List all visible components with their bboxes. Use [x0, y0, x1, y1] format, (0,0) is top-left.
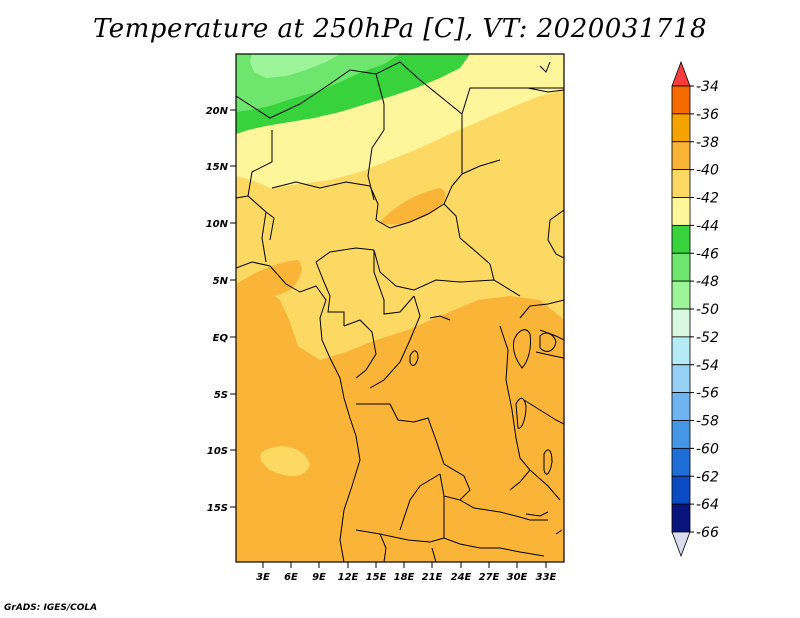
colorbar-swatch: [671, 169, 691, 198]
grads-credit: GrADS: IGES/COLA: [4, 603, 98, 613]
colorbar-label: -56: [696, 386, 719, 402]
field-minus-48: [250, 54, 340, 78]
lon-tick-label: 33E: [536, 572, 557, 583]
colorbar-swatch: [671, 197, 691, 226]
lon-tick-label: 3E: [256, 572, 270, 583]
colorbar-swatch: [671, 503, 691, 533]
latitude-axis: 20N 15N 10N 5N EQ 5S 10S 15S: [206, 106, 236, 514]
colorbar-label: -34: [696, 79, 719, 95]
lon-tick-label: 30E: [507, 572, 528, 583]
colorbar-label: -42: [696, 191, 719, 207]
colorbar-top-arrow: [671, 60, 691, 87]
colorbar-label: -40: [696, 163, 719, 179]
colorbar-label: -48: [696, 274, 719, 290]
colorbar-swatch: [671, 475, 691, 505]
colorbar-label: -60: [696, 441, 719, 457]
colorbar-label: -44: [696, 218, 719, 234]
field-minus-40-patch: [260, 446, 310, 477]
colorbar-swatch: [671, 308, 691, 338]
colorbar-swatch: [671, 336, 691, 366]
lon-tick-label: 15E: [366, 572, 387, 583]
field-minus-38-patch: [380, 188, 446, 225]
colorbar-label: -64: [696, 497, 719, 513]
colorbar-swatch: [671, 364, 691, 394]
colorbar-label: -46: [696, 246, 719, 262]
map-frame: [235, 53, 565, 563]
lat-tick-label: 5N: [213, 276, 229, 287]
map-title: Temperature at 250hPa [C], VT: 202003171…: [92, 14, 708, 44]
colorbar-label: -62: [696, 469, 719, 485]
lat-tick-label: EQ: [213, 333, 229, 344]
colorbar-swatch: [671, 392, 691, 421]
colorbar: -34 -36 -38 -40 -42 -44 -46 -48 -50 -52 -54 -56 -58 -…: [671, 60, 719, 558]
lat-tick-label: 15S: [207, 503, 228, 514]
lon-tick-label: 24E: [451, 572, 472, 583]
colorbar-swatch: [671, 447, 691, 477]
colorbar-label: -38: [696, 135, 719, 151]
lon-tick-label: 21E: [422, 572, 443, 583]
lat-tick-label: 20N: [206, 106, 229, 117]
lat-tick-label: 10N: [206, 219, 229, 230]
lon-tick-label: 18E: [394, 572, 415, 583]
lon-tick-label: 12E: [338, 572, 359, 583]
lat-tick-label: 15N: [206, 162, 229, 173]
colorbar-swatch: [671, 420, 691, 449]
colorbar-bottom-arrow: [671, 531, 691, 558]
colorbar-swatch: [671, 113, 691, 143]
colorbar-label: -52: [696, 330, 719, 346]
colorbar-swatch: [671, 224, 691, 254]
colorbar-swatch: [671, 141, 691, 171]
lat-tick-label: 10S: [207, 446, 228, 457]
colorbar-swatch: [671, 280, 691, 310]
colorbar-swatch: [671, 85, 691, 115]
lon-tick-label: 6E: [284, 572, 298, 583]
colorbar-label: -50: [696, 302, 719, 318]
colorbar-label: -54: [696, 358, 719, 374]
field-minus-38-patch: [236, 260, 302, 300]
colorbar-label: -66: [696, 525, 719, 541]
country-borders: [236, 61, 564, 562]
colorbar-label: -58: [696, 414, 719, 430]
colorbar-swatch: [671, 252, 691, 282]
colorbar-label: -36: [696, 107, 719, 123]
longitude-axis: 3E 6E 9E 12E 15E 18E 21E 24E 27E 30E 33E: [256, 562, 557, 583]
lon-tick-label: 9E: [312, 572, 326, 583]
lat-tick-label: 5S: [214, 390, 228, 401]
lon-tick-label: 27E: [479, 572, 500, 583]
